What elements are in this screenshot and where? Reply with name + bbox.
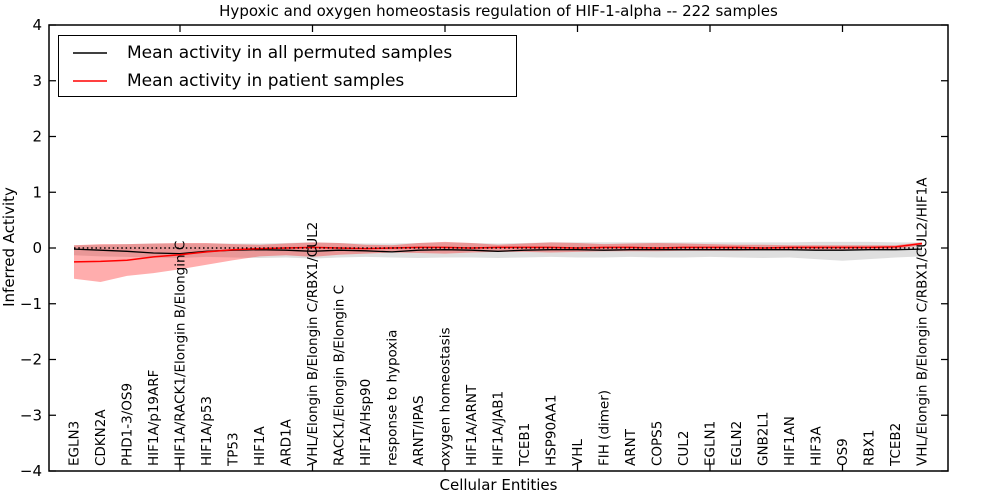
x-category-label: TP53 (226, 432, 242, 467)
x-category-label: EGLN2 (729, 421, 745, 466)
x-category-label: CDKN2A (93, 409, 109, 466)
x-category-label: RBX1 (862, 430, 878, 466)
y-tick-label: −3 (20, 406, 42, 424)
y-axis-title: Inferred Activity (0, 187, 18, 307)
x-category-label: ARNT/IPAS (411, 395, 427, 466)
x-category-label: TCEB2 (888, 423, 904, 467)
chart-title: Hypoxic and oxygen homeostasis regulatio… (219, 2, 778, 20)
x-category-label: HIF1A/p19ARF (146, 370, 162, 466)
x-category-label: EGLN1 (703, 421, 719, 466)
x-category-label: CUL2 (676, 431, 692, 466)
x-category-label: RACK1/Elongin B/Elongin C (332, 285, 348, 466)
x-category-label: HIF3A (809, 426, 825, 466)
x-category-label: ARD1A (279, 418, 295, 466)
legend-item-permuted: Mean activity in all permuted samples (73, 39, 516, 67)
x-category-label: PHD1-3/OS9 (120, 383, 136, 466)
y-tick-label: −2 (20, 351, 42, 369)
x-category-label: FIH (dimer) (597, 390, 613, 466)
x-category-label: COPS5 (650, 421, 666, 466)
y-tick-label: 4 (32, 16, 42, 34)
x-category-label: TCEB1 (517, 423, 533, 467)
x-category-label: HIF1A/ARNT (464, 384, 480, 466)
x-category-label: GNB2L1 (756, 411, 772, 466)
legend-label-patient: Mean activity in patient samples (127, 71, 405, 91)
x-category-label: VHL/Elongin B/Elongin C/RBX1/CUL2/HIF1A (915, 177, 931, 466)
legend-line-permuted-icon (73, 52, 107, 54)
x-axis-title: Cellular Entities (439, 476, 558, 494)
x-category-label: VHL/Elongin B/Elongin C/RBX1/CUL2 (305, 222, 321, 466)
x-category-label: HIF1A (252, 426, 268, 466)
y-tick-label: −1 (20, 295, 42, 313)
x-category-label: HIF1A/RACK1/Elongin B/Elongin C (173, 241, 189, 466)
y-tick-label: 3 (32, 72, 42, 90)
x-category-label: HIF1A/Hsp90 (358, 379, 374, 466)
x-category-label: HSP90AA1 (544, 395, 560, 466)
x-category-label: response to hypoxia (385, 330, 401, 466)
x-category-label: HIF1A/JAB1 (491, 391, 507, 466)
y-tick-label: 0 (32, 239, 42, 257)
x-category-label: VHL (570, 439, 586, 466)
y-tick-label: 2 (32, 128, 42, 146)
x-category-label: HIF1AN (782, 416, 798, 466)
legend: Mean activity in all permuted samples Me… (58, 35, 517, 97)
confidence-band-patient (74, 241, 922, 282)
y-tick-label: 1 (32, 183, 42, 201)
legend-line-patient-icon (73, 80, 107, 82)
x-category-label: ARNT (623, 428, 639, 466)
x-category-label: OS9 (835, 438, 851, 466)
y-tick-label: −4 (20, 462, 42, 480)
legend-label-permuted: Mean activity in all permuted samples (127, 43, 453, 63)
x-category-label: HIF1A/p53 (199, 396, 215, 466)
x-category-label: oxygen homeostasis (438, 328, 454, 467)
legend-item-patient: Mean activity in patient samples (73, 67, 516, 95)
x-category-label: EGLN3 (67, 421, 83, 466)
